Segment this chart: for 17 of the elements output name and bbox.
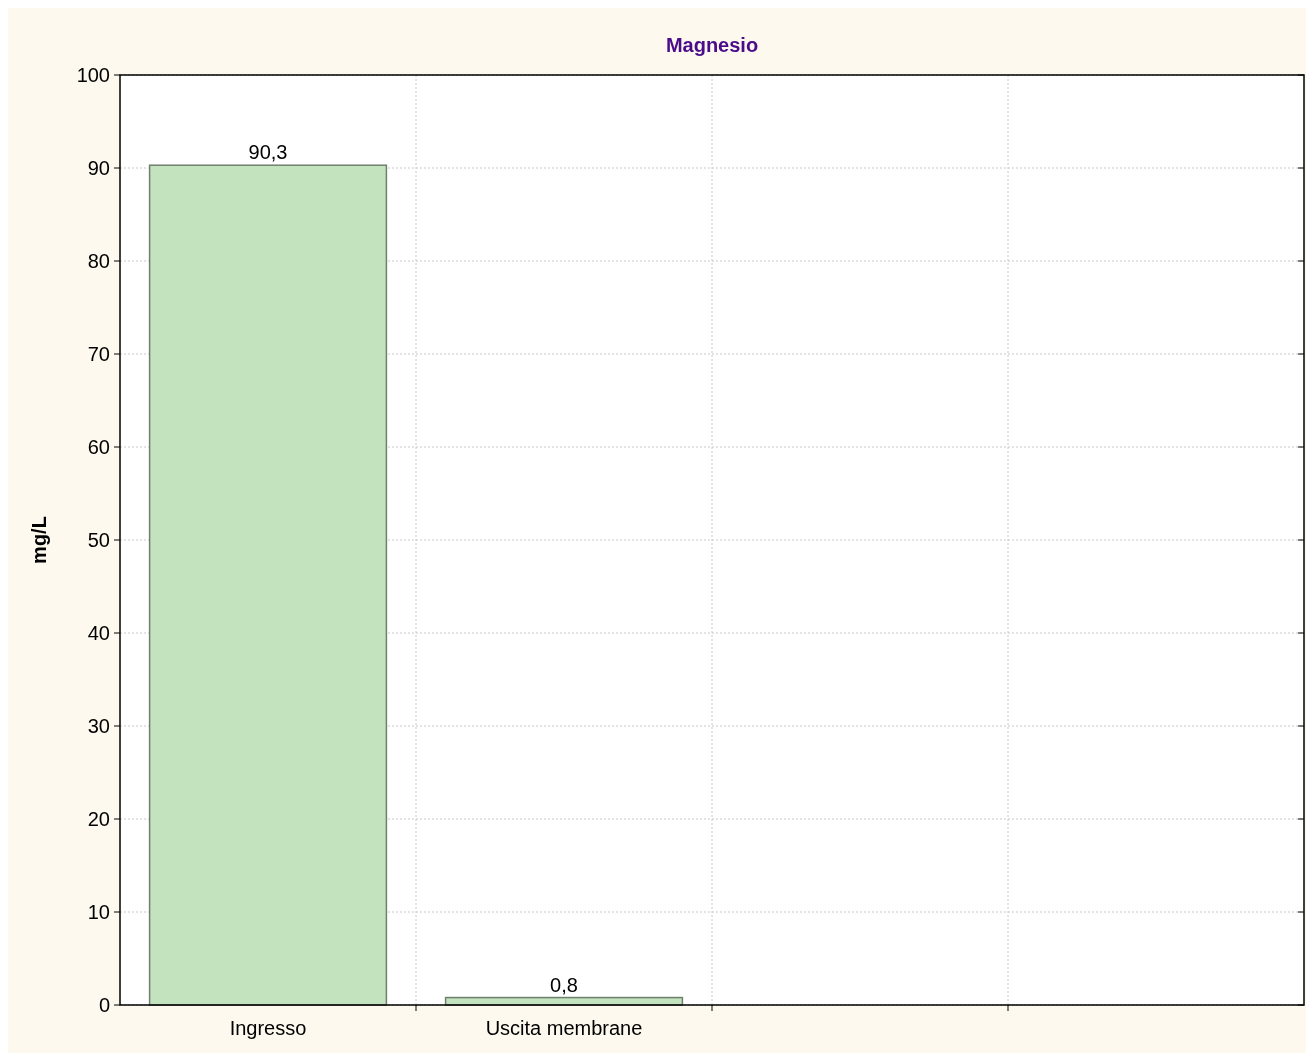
y-tick-label: 40 (87, 622, 110, 644)
chart-title: Magnesio (665, 34, 759, 56)
y-tick-label: 10 (87, 901, 110, 923)
x-tick-label: Ingresso (229, 1017, 307, 1039)
y-tick-label: 60 (87, 436, 110, 458)
y-tick-label: 100 (76, 64, 110, 86)
y-tick-label: 20 (87, 808, 110, 830)
data-label: 0,8 (550, 973, 578, 996)
y-tick-label: 90 (87, 157, 110, 179)
y-tick-label: 0 (98, 994, 110, 1016)
data-label: 90,3 (248, 141, 288, 164)
y-tick-label: 50 (87, 529, 110, 551)
x-tick-label: Uscita membrane (485, 1017, 643, 1039)
y-tick-label: 30 (87, 715, 110, 737)
y-axis-title: mg/L (28, 516, 50, 564)
y-tick-label: 70 (87, 343, 110, 365)
y-tick-label: 80 (87, 250, 110, 272)
